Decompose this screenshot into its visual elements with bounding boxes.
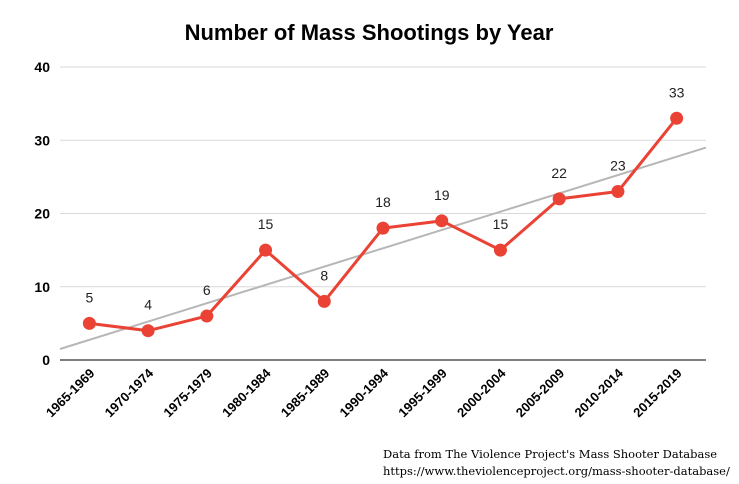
data-point bbox=[141, 324, 155, 338]
data-label: 33 bbox=[669, 84, 685, 100]
y-tick-label: 30 bbox=[34, 132, 50, 148]
data-point bbox=[259, 243, 273, 257]
data-point bbox=[493, 243, 507, 257]
chart-title: Number of Mass Shootings by Year bbox=[185, 20, 554, 45]
data-label: 23 bbox=[610, 158, 626, 174]
data-label: 4 bbox=[144, 297, 152, 313]
data-point bbox=[376, 221, 390, 235]
y-tick-label: 20 bbox=[34, 206, 50, 222]
y-tick-label: 10 bbox=[34, 279, 50, 295]
data-label: 18 bbox=[375, 194, 391, 210]
x-tick-label: 2000-2004 bbox=[454, 365, 509, 420]
x-tick-label: 1975-1979 bbox=[160, 366, 215, 421]
x-tick-label: 2005-2009 bbox=[513, 366, 568, 421]
data-label: 19 bbox=[434, 187, 450, 203]
x-tick-label: 1965-1969 bbox=[43, 366, 98, 421]
source-line-1: Data from The Violence Project's Mass Sh… bbox=[383, 447, 718, 461]
data-labels: 5 4 6 15 8 18 19 15 22 23 33 bbox=[85, 84, 684, 312]
data-point bbox=[200, 309, 214, 323]
data-point bbox=[317, 294, 331, 308]
data-point bbox=[611, 185, 625, 199]
data-label: 15 bbox=[258, 216, 274, 232]
trendline-group bbox=[59, 146, 707, 350]
data-label: 5 bbox=[85, 289, 93, 305]
source-line-2: https://www.theviolenceproject.org/mass-… bbox=[383, 464, 730, 478]
x-tick-label: 1980-1984 bbox=[219, 365, 274, 420]
data-point bbox=[82, 316, 96, 330]
x-tick-label: 2015-2019 bbox=[630, 366, 685, 421]
gridlines bbox=[60, 66, 706, 361]
data-label: 8 bbox=[320, 267, 328, 283]
x-tick-label: 1990-1994 bbox=[337, 365, 392, 420]
y-axis: 0 10 20 30 40 bbox=[34, 59, 50, 368]
data-label: 22 bbox=[551, 165, 567, 181]
x-tick-label: 1995-1999 bbox=[395, 366, 450, 421]
data-point bbox=[552, 192, 566, 206]
x-tick-label: 1985-1989 bbox=[278, 366, 333, 421]
x-tick-label: 2010-2014 bbox=[571, 365, 626, 420]
data-label: 6 bbox=[203, 282, 211, 298]
series-group bbox=[82, 111, 684, 338]
x-axis: 1965-1969 1970-1974 1975-1979 1980-1984 1985… bbox=[43, 365, 685, 420]
data-point bbox=[670, 111, 684, 125]
y-tick-label: 40 bbox=[34, 59, 50, 75]
y-tick-label: 0 bbox=[42, 352, 50, 368]
data-label: 15 bbox=[493, 216, 509, 232]
x-tick-label: 1970-1974 bbox=[102, 365, 157, 420]
trendline bbox=[59, 146, 707, 350]
data-point bbox=[435, 214, 449, 228]
